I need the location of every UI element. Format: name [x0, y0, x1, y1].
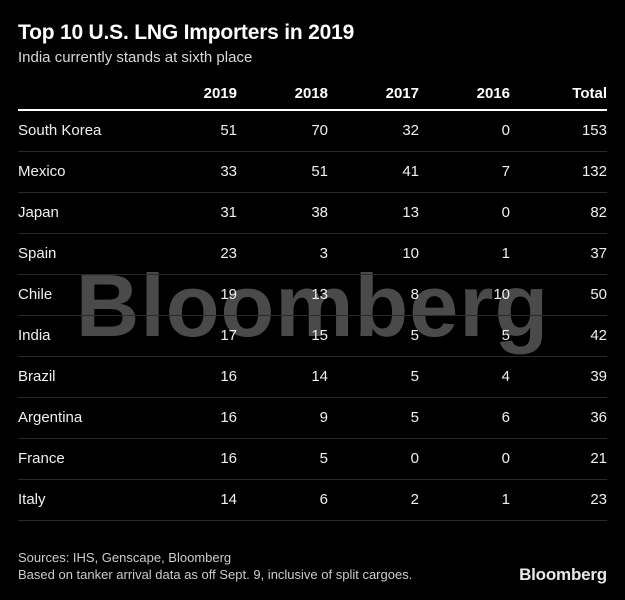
value-cell: 4: [501, 368, 510, 385]
country-cell: Argentina: [18, 409, 83, 426]
table-body: South Korea 51 70 32 0 153 Mexico 33 51 …: [18, 111, 607, 521]
country-cell: Chile: [18, 286, 53, 303]
value-cell: 51: [220, 122, 237, 139]
table-row: Japan 31 38 13 0 82: [18, 193, 607, 234]
country-cell: South Korea: [18, 122, 102, 139]
value-cell: 6: [501, 409, 510, 426]
value-cell: 5: [501, 327, 510, 344]
value-cell: 33: [220, 163, 237, 180]
value-cell: 21: [590, 450, 607, 467]
value-cell: 10: [493, 286, 510, 303]
value-cell: 1: [501, 491, 510, 508]
value-cell: 19: [220, 286, 237, 303]
value-cell: 14: [220, 491, 237, 508]
country-cell: Japan: [18, 204, 59, 221]
table-row: Italy 14 6 2 1 23: [18, 480, 607, 521]
source-note-block: Sources: IHS, Genscape, Bloomberg Based …: [18, 549, 412, 583]
sources-line: Sources: IHS, Genscape, Bloomberg: [18, 550, 232, 565]
bloomberg-logo: Bloomberg: [519, 565, 607, 584]
table-row: France 16 5 0 0 21: [18, 439, 607, 480]
value-cell: 16: [220, 450, 237, 467]
value-cell: 16: [220, 368, 237, 385]
importers-table: 2019 2018 2017 2016 Total South Korea 51…: [18, 86, 607, 521]
value-cell: 50: [590, 286, 607, 303]
column-header-2019: 2019: [203, 85, 237, 102]
value-cell: 15: [311, 327, 328, 344]
table-row: Argentina 16 9 5 6 36: [18, 398, 607, 439]
value-cell: 17: [220, 327, 237, 344]
page-subtitle: India currently stands at sixth place: [18, 49, 253, 66]
value-cell: 5: [319, 450, 328, 467]
value-cell: 23: [590, 491, 607, 508]
value-cell: 0: [501, 122, 510, 139]
value-cell: 5: [410, 327, 419, 344]
value-cell: 0: [501, 204, 510, 221]
value-cell: 9: [319, 409, 328, 426]
value-cell: 5: [410, 368, 419, 385]
value-cell: 14: [311, 368, 328, 385]
value-cell: 13: [311, 286, 328, 303]
value-cell: 10: [402, 245, 419, 262]
value-cell: 82: [590, 204, 607, 221]
value-cell: 153: [581, 122, 607, 139]
footer: Sources: IHS, Genscape, Bloomberg Based …: [18, 549, 607, 583]
value-cell: 37: [590, 245, 607, 262]
value-cell: 32: [402, 122, 419, 139]
value-cell: 0: [410, 450, 419, 467]
methodology-line: Based on tanker arrival data as off Sept…: [18, 567, 413, 582]
value-cell: 8: [410, 286, 419, 303]
table-row: Mexico 33 51 41 7 132: [18, 152, 607, 193]
value-cell: 13: [402, 204, 419, 221]
value-cell: 31: [220, 204, 237, 221]
country-cell: Brazil: [18, 368, 56, 385]
page-title: Top 10 U.S. LNG Importers in 2019: [18, 21, 355, 44]
value-cell: 1: [501, 245, 510, 262]
country-cell: Mexico: [18, 163, 66, 180]
country-cell: France: [18, 450, 65, 467]
value-cell: 41: [402, 163, 419, 180]
table-row: Spain 23 3 10 1 37: [18, 234, 607, 275]
value-cell: 5: [410, 409, 419, 426]
value-cell: 7: [501, 163, 510, 180]
column-header-total: Total: [572, 85, 607, 102]
value-cell: 39: [590, 368, 607, 385]
table-row: Brazil 16 14 5 4 39: [18, 357, 607, 398]
column-header-2018: 2018: [294, 85, 328, 102]
value-cell: 70: [311, 122, 328, 139]
table-row: India 17 15 5 5 42: [18, 316, 607, 357]
value-cell: 132: [581, 163, 607, 180]
column-header-2016: 2016: [476, 85, 510, 102]
country-cell: Italy: [18, 491, 46, 508]
table-row: South Korea 51 70 32 0 153: [18, 111, 607, 152]
value-cell: 36: [590, 409, 607, 426]
column-header-2017: 2017: [385, 85, 419, 102]
table-header-row: 2019 2018 2017 2016 Total: [18, 86, 607, 111]
value-cell: 51: [311, 163, 328, 180]
country-cell: Spain: [18, 245, 57, 262]
value-cell: 38: [311, 204, 328, 221]
value-cell: 42: [590, 327, 607, 344]
value-cell: 6: [319, 491, 328, 508]
country-cell: India: [18, 327, 51, 344]
value-cell: 0: [501, 450, 510, 467]
value-cell: 3: [319, 245, 328, 262]
value-cell: 2: [410, 491, 419, 508]
value-cell: 16: [220, 409, 237, 426]
value-cell: 23: [220, 245, 237, 262]
table-row: Chile 19 13 8 10 50: [18, 275, 607, 316]
